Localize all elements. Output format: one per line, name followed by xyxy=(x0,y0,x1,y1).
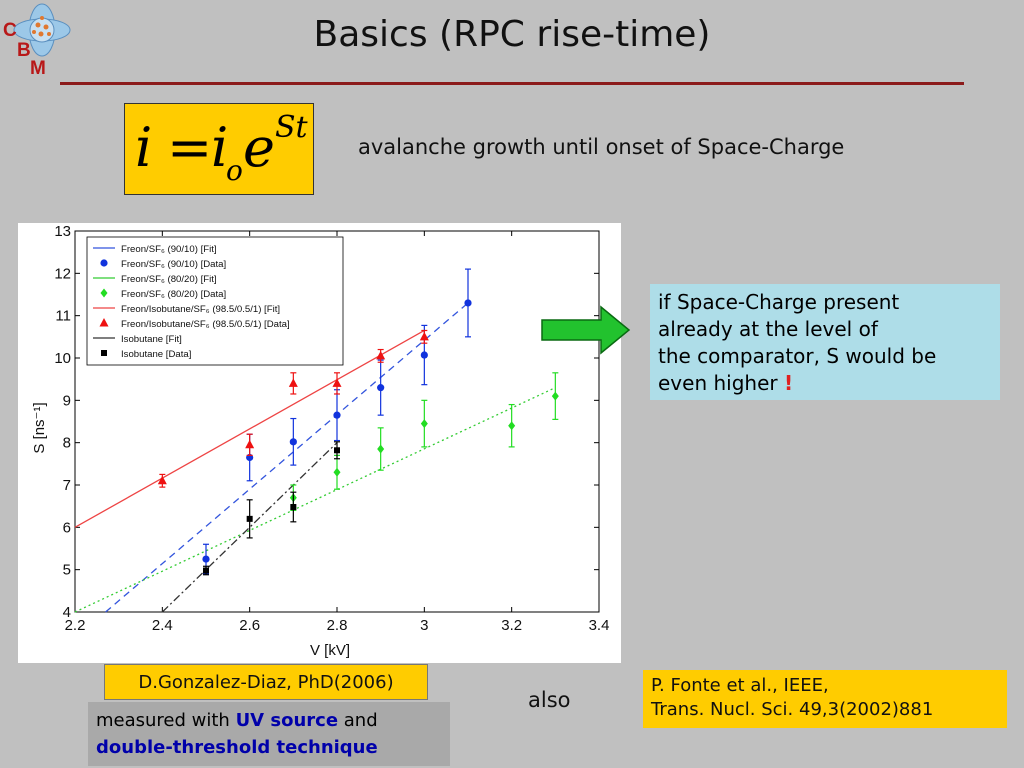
data-point-triangle xyxy=(288,378,298,387)
also-text: also xyxy=(528,688,571,712)
x-tick-label: 3.4 xyxy=(589,617,610,634)
y-tick-label: 4 xyxy=(63,604,71,621)
data-point-diamond xyxy=(420,419,428,429)
data-point-circle xyxy=(100,259,108,267)
formula-base: e xyxy=(243,116,275,179)
formula-lhs: i xyxy=(135,116,153,179)
y-tick-label: 12 xyxy=(54,265,71,282)
legend-entry: Freon/SF₆ (80/20) [Data] xyxy=(121,289,226,300)
data-point-diamond xyxy=(100,288,108,298)
x-tick-label: 3 xyxy=(420,617,428,634)
legend-entry: Freon/SF₆ (90/10) [Fit] xyxy=(121,244,217,255)
fit-line xyxy=(74,329,425,528)
measurement-method: measured with UV source and double-thres… xyxy=(88,702,450,766)
formula-box: i = i o e St xyxy=(124,103,314,195)
note-line-1: if Space-Charge present xyxy=(658,290,900,314)
double-threshold-technique: double-threshold technique xyxy=(96,737,378,758)
y-tick-label: 9 xyxy=(63,392,71,409)
y-tick-label: 8 xyxy=(63,435,71,452)
measured-prefix: measured with xyxy=(96,710,236,731)
arrow-right-icon xyxy=(541,305,631,355)
formula-exponent: St xyxy=(275,110,308,145)
data-point-triangle xyxy=(99,318,109,327)
avalanche-growth-text: avalanche growth until onset of Space-Ch… xyxy=(358,135,845,159)
logo-letter-b: B xyxy=(17,40,31,61)
data-point-triangle xyxy=(332,378,342,387)
data-point-circle xyxy=(377,384,385,392)
title-underline xyxy=(60,82,964,85)
note-line-4-text: even higher xyxy=(658,371,778,395)
reference-gonzalez-diaz: D.Gonzalez-Diaz, PhD(2006) xyxy=(104,664,428,700)
x-tick-label: 2.8 xyxy=(327,617,348,634)
space-charge-note: if Space-Charge present already at the l… xyxy=(650,284,1000,400)
data-point-square xyxy=(203,567,209,574)
data-point-diamond xyxy=(377,444,385,454)
data-point-circle xyxy=(202,555,210,563)
logo-letter-m: M xyxy=(30,58,46,79)
note-line-3: the comparator, S would be xyxy=(658,344,937,368)
y-tick-label: 13 xyxy=(54,223,71,240)
logo-flower-icon xyxy=(13,3,71,57)
data-point-square xyxy=(246,515,253,522)
data-point-circle xyxy=(289,438,297,446)
data-point-diamond xyxy=(551,391,559,401)
y-axis-label: S [ns⁻¹] xyxy=(31,402,48,453)
data-point-circle xyxy=(464,299,472,307)
cbm-logo: C B M xyxy=(3,3,71,79)
measured-line-1: measured with UV source and xyxy=(96,707,442,734)
legend-entry: Freon/SF₆ (80/20) [Fit] xyxy=(121,274,217,285)
slide-title: Basics (RPC rise-time) xyxy=(313,14,711,55)
legend-entry: Freon/Isobutane/SF₆ (98.5/0.5/1) [Data] xyxy=(121,319,290,330)
data-point-square xyxy=(290,504,297,511)
x-tick-label: 3.2 xyxy=(501,617,522,634)
y-tick-label: 10 xyxy=(54,350,71,367)
rise-time-chart: 2.2 2.4 2.6 2.8 3 3.2 3.4 4 5 6 7 8 9 10 11 12 13 Freon/… xyxy=(31,223,610,659)
ref2-line-1: P. Fonte et al., IEEE, xyxy=(651,675,829,696)
legend-entry: Freon/SF₆ (90/10) [Data] xyxy=(121,259,226,270)
legend-entry: Freon/Isobutane/SF₆ (98.5/0.5/1) [Fit] xyxy=(121,304,280,315)
formula-equals: = xyxy=(167,116,213,179)
fit-line xyxy=(74,387,556,613)
note-exclamation: ! xyxy=(783,371,794,395)
data-point-circle xyxy=(333,411,341,419)
x-axis-label: V [kV] xyxy=(310,642,350,659)
x-tick-label: 2.4 xyxy=(152,617,173,634)
note-line-2: already at the level of xyxy=(658,317,878,341)
ref2-line-2: Trans. Nucl. Sci. 49,3(2002)881 xyxy=(651,699,934,720)
data-point-triangle xyxy=(419,331,429,341)
legend-entry: Isobutane [Fit] xyxy=(121,334,182,345)
data-point-circle xyxy=(420,351,428,359)
data-point-triangle xyxy=(376,350,386,360)
legend-box xyxy=(86,236,344,366)
y-tick-label: 11 xyxy=(55,308,71,325)
measured-and: and xyxy=(338,710,378,731)
formula-subscript: o xyxy=(226,154,243,187)
y-tick-label: 6 xyxy=(63,519,71,536)
fit-line xyxy=(105,302,469,613)
data-point-diamond xyxy=(333,467,341,477)
y-tick-label: 7 xyxy=(63,477,71,494)
data-point-triangle xyxy=(245,439,255,449)
data-point-square xyxy=(334,447,340,454)
formula-i0: i xyxy=(211,116,229,179)
data-point-square xyxy=(101,350,107,356)
uv-source: UV source xyxy=(235,710,339,731)
data-point-triangle xyxy=(157,475,167,485)
y-tick-label: 5 xyxy=(63,562,71,579)
chart-panel: 2.2 2.4 2.6 2.8 3 3.2 3.4 4 5 6 7 8 9 10 11 12 13 Freon/… xyxy=(18,223,621,663)
legend-entry: Isobutane [Data] xyxy=(121,349,191,360)
logo-letter-c: C xyxy=(3,20,17,41)
note-line-4: even higher ! xyxy=(658,370,992,397)
x-tick-label: 2.2 xyxy=(65,617,86,634)
x-tick-label: 2.6 xyxy=(239,617,260,634)
reference-fonte: P. Fonte et al., IEEE, Trans. Nucl. Sci.… xyxy=(643,670,1007,728)
data-point-diamond xyxy=(508,421,516,431)
